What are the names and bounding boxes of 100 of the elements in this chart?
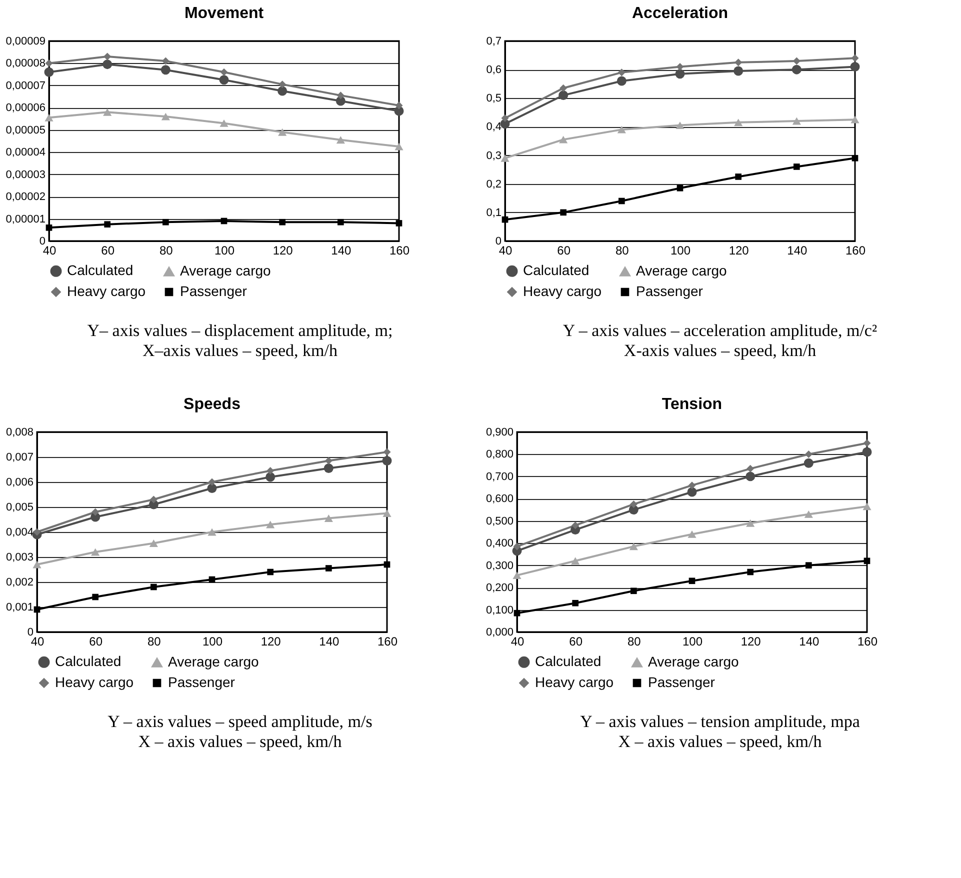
point	[220, 120, 228, 127]
x-tick-label: 40	[510, 634, 524, 648]
legend-label: Calculated	[535, 653, 602, 670]
legend-label: Average cargo	[648, 654, 740, 670]
y-tick-label: 0,4	[486, 121, 502, 134]
x-tick-label: 160	[857, 634, 878, 648]
point	[850, 62, 860, 72]
y-tick-label: 0,002	[6, 576, 34, 588]
y-tick-label: 0,100	[486, 604, 514, 616]
x-tick-label: 100	[682, 634, 703, 648]
point	[616, 76, 626, 86]
y-tick-label: 0,7	[486, 36, 502, 48]
point	[46, 224, 52, 231]
y-tick-label: 0,2	[486, 178, 502, 190]
point	[502, 216, 508, 223]
point	[336, 136, 345, 144]
legend-label: Calculated	[523, 262, 590, 278]
point	[278, 128, 287, 136]
x-tick-label: 40	[30, 634, 44, 648]
y-tick-label: 0,004	[6, 526, 34, 538]
point	[514, 610, 520, 616]
x-tick-label: 40	[42, 244, 56, 258]
y-tick-label: 0,3	[486, 150, 502, 162]
point	[220, 68, 228, 76]
point	[207, 484, 217, 493]
y-tick-label: 0,00007	[6, 80, 46, 92]
y-tick-label: 0,007	[6, 452, 34, 464]
x-tick-label: 160	[845, 244, 866, 258]
point	[792, 57, 800, 65]
point	[395, 102, 403, 110]
point	[208, 478, 216, 486]
x-tick-label: 100	[202, 634, 223, 648]
point	[746, 472, 756, 482]
point	[324, 456, 332, 465]
x-tick-label: 160	[389, 244, 410, 258]
x-tick-label: 80	[147, 634, 162, 648]
y-tick-label: 0,900	[486, 426, 514, 438]
point	[863, 439, 871, 447]
y-tick-label: 0	[495, 236, 502, 248]
point	[862, 447, 872, 457]
point	[208, 528, 216, 536]
point	[501, 114, 509, 122]
point	[688, 578, 696, 584]
y-tick-label: 0,00001	[6, 213, 46, 226]
y-tick-label: 0,600	[486, 493, 514, 506]
point	[336, 92, 344, 100]
point	[220, 218, 228, 224]
point	[688, 482, 696, 490]
point	[383, 448, 391, 456]
point	[162, 218, 169, 226]
y-tick-label: 0,700	[486, 470, 514, 483]
point	[559, 136, 568, 144]
text: Y – axis values – acceleration amplitude, m/c²	[562, 321, 878, 341]
point	[279, 218, 286, 226]
point	[746, 464, 754, 472]
text: X-axis values – speed, km/h	[622, 341, 818, 361]
y-tick-label: 0,005	[6, 502, 34, 514]
point	[558, 90, 568, 100]
y-tick-label: 0,1	[486, 206, 502, 219]
point	[512, 572, 522, 580]
legend-label: Calculated	[67, 262, 134, 278]
y-tick-label: 0,006	[6, 476, 34, 488]
point	[734, 118, 743, 126]
point	[792, 117, 801, 125]
chart-title: Speeds	[184, 396, 241, 413]
point	[618, 68, 626, 76]
x-tick-label: 80	[615, 244, 630, 258]
point	[162, 57, 170, 65]
point	[804, 458, 814, 468]
legend-label: Average cargo	[636, 262, 728, 279]
x-tick-label: 120	[272, 244, 294, 258]
point	[794, 164, 800, 170]
point	[150, 496, 158, 504]
chart-title: Tension	[662, 396, 722, 413]
point	[33, 528, 41, 536]
y-tick-label: 0,200	[486, 582, 514, 594]
y-tick-label: 0,300	[486, 560, 514, 572]
point	[746, 519, 755, 527]
y-tick-label: 0,00002	[6, 191, 46, 204]
point	[630, 588, 637, 594]
y-tick-label: 0	[39, 236, 46, 248]
x-tick-label: 60	[569, 634, 583, 648]
x-tick-label: 100	[670, 244, 691, 258]
y-tick-label: 0,6	[486, 64, 502, 76]
x-tick-label: 60	[89, 634, 103, 648]
point	[161, 112, 170, 120]
point	[45, 59, 53, 67]
point	[278, 86, 288, 96]
x-tick-label: 40	[498, 244, 512, 258]
legend-label: Passenger	[648, 674, 716, 690]
text: Y – axis values – tension amplitude, mpa	[579, 712, 861, 732]
point	[103, 108, 112, 116]
point	[326, 565, 332, 572]
x-tick-label: 80	[159, 244, 174, 258]
y-tick-label: 0,5	[486, 92, 502, 105]
legend-label: Heavy cargo	[55, 674, 134, 690]
x-tick-label: 140	[787, 244, 808, 258]
legend-label: Heavy cargo	[535, 674, 614, 690]
text: X – axis values – speed, km/h	[137, 732, 343, 752]
legend-label: Calculated	[55, 653, 122, 670]
